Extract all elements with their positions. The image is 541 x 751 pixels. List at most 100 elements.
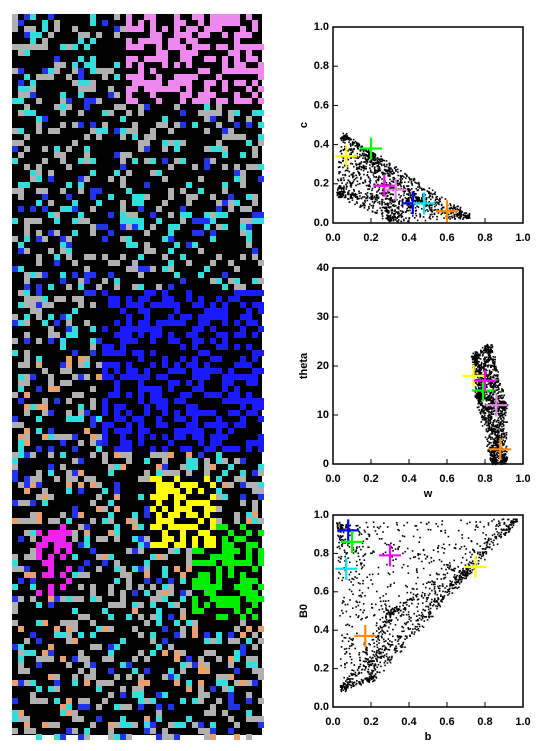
map-pixel	[66, 698, 72, 704]
cloud-point	[358, 191, 360, 193]
cloud-point	[365, 166, 367, 168]
cloud-point	[372, 210, 374, 212]
map-pixel	[36, 260, 42, 266]
map-pixel	[120, 440, 126, 446]
map-pixel	[126, 332, 132, 338]
map-pixel	[24, 362, 30, 368]
map-pixel	[162, 488, 168, 494]
map-pixel	[36, 656, 42, 662]
cloud-point	[389, 219, 391, 221]
map-pixel	[36, 362, 42, 368]
cloud-point	[494, 359, 496, 361]
cloud-point	[386, 209, 388, 211]
map-pixel	[12, 68, 18, 74]
cloud-point	[352, 151, 354, 153]
map-pixel	[246, 194, 252, 200]
map-pixel	[216, 572, 222, 578]
map-pixel	[144, 326, 150, 332]
map-pixel	[216, 104, 222, 110]
map-pixel	[90, 194, 96, 200]
map-pixel	[234, 92, 240, 98]
map-pixel	[138, 20, 144, 26]
map-pixel	[78, 374, 84, 380]
map-pixel	[12, 26, 18, 32]
map-pixel	[72, 218, 78, 224]
cloud-point	[500, 397, 502, 399]
map-pixel	[36, 98, 42, 104]
map-pixel	[132, 416, 138, 422]
cloud-point	[487, 423, 489, 425]
map-pixel	[174, 500, 180, 506]
map-pixel	[240, 80, 246, 86]
map-pixel	[144, 404, 150, 410]
cloud-point	[360, 169, 362, 171]
map-pixel	[246, 710, 252, 716]
map-pixel	[252, 512, 258, 518]
map-pixel	[144, 716, 150, 722]
map-pixel	[24, 638, 30, 644]
map-pixel	[198, 350, 204, 356]
map-pixel	[228, 716, 234, 722]
map-pixel	[162, 596, 168, 602]
map-pixel	[12, 392, 18, 398]
map-pixel	[222, 332, 228, 338]
map-pixel	[246, 224, 252, 230]
map-pixel	[234, 170, 240, 176]
map-pixel	[42, 272, 48, 278]
map-pixel	[186, 32, 192, 38]
map-pixel	[60, 158, 66, 164]
map-pixel	[240, 404, 246, 410]
map-pixel	[114, 416, 120, 422]
map-pixel	[198, 572, 204, 578]
cloud-point	[355, 175, 357, 177]
cloud-point	[464, 212, 466, 214]
map-pixel	[216, 518, 222, 524]
map-pixel	[60, 572, 66, 578]
cloud-point	[378, 632, 380, 634]
cloud-point	[489, 350, 491, 352]
cloud-point	[380, 161, 382, 163]
cloud-point	[356, 577, 358, 579]
map-pixel	[90, 98, 96, 104]
map-pixel	[36, 686, 42, 692]
map-pixel	[162, 296, 168, 302]
map-pixel	[162, 572, 168, 578]
map-pixel	[174, 380, 180, 386]
cloud-point	[494, 433, 496, 435]
map-pixel	[186, 656, 192, 662]
map-pixel	[246, 218, 252, 224]
map-pixel	[228, 704, 234, 710]
map-pixel	[186, 458, 192, 464]
map-pixel	[36, 590, 42, 596]
map-pixel	[198, 662, 204, 668]
map-pixel	[186, 332, 192, 338]
map-pixel	[234, 134, 240, 140]
map-pixel	[228, 194, 234, 200]
map-pixel	[252, 212, 258, 218]
map-pixel	[126, 44, 132, 50]
cloud-point	[386, 198, 388, 200]
map-pixel	[216, 494, 222, 500]
map-pixel	[36, 290, 42, 296]
map-pixel	[234, 164, 240, 170]
map-pixel	[156, 488, 162, 494]
cloud-point	[366, 174, 368, 176]
map-pixel	[240, 218, 246, 224]
map-pixel	[96, 374, 102, 380]
cloud-point	[452, 208, 454, 210]
cloud-point	[359, 168, 361, 170]
cloud-point	[403, 192, 405, 194]
map-pixel	[12, 728, 18, 734]
cloud-point	[504, 441, 506, 443]
map-pixel	[36, 116, 42, 122]
cloud-point	[409, 207, 411, 209]
map-pixel	[126, 440, 132, 446]
map-pixel	[120, 686, 126, 692]
map-pixel	[54, 398, 60, 404]
map-pixel	[54, 230, 60, 236]
map-pixel	[150, 362, 156, 368]
cloud-point	[482, 532, 484, 534]
cloud-point	[462, 218, 464, 220]
map-pixel	[78, 38, 84, 44]
cloud-point	[353, 181, 355, 183]
